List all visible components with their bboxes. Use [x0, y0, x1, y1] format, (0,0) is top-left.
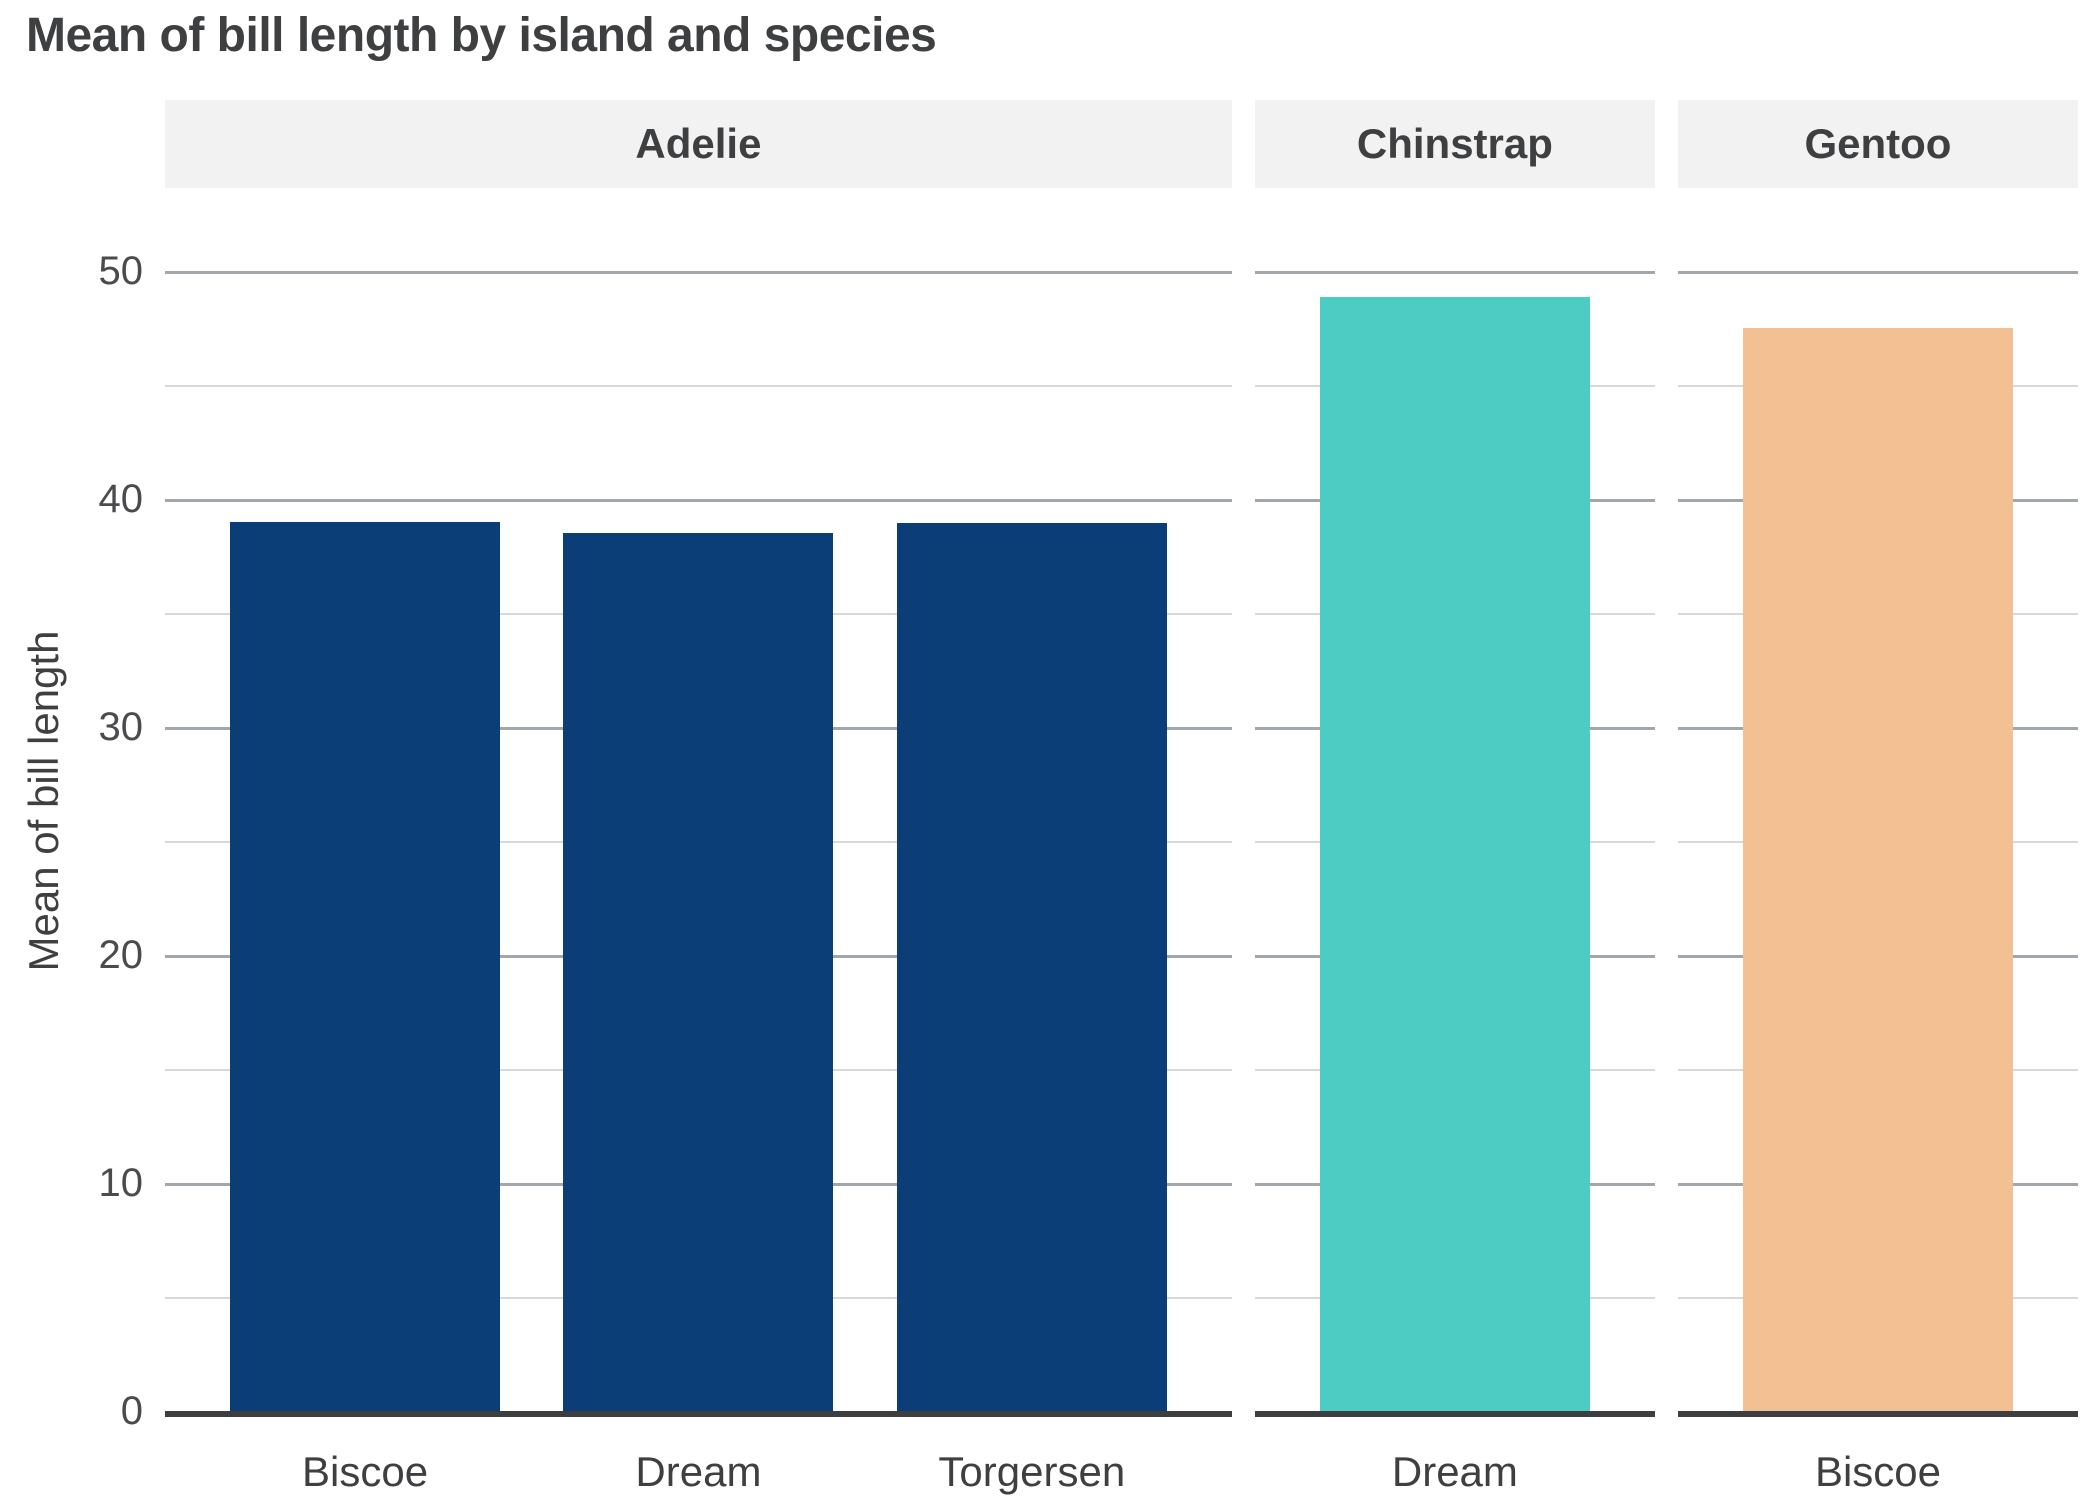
chart-title: Mean of bill length by island and specie…	[26, 9, 937, 62]
x-axis-line	[1677, 1411, 2079, 1417]
facet-strip-gentoo: Gentoo	[1677, 100, 2079, 188]
gridline-major	[165, 498, 1232, 502]
panel-row: Biscoe Dream Torgersen Dream Biscoe	[165, 193, 2079, 1493]
panel-chinstrap: Dream	[1254, 193, 1655, 1493]
bar-chinstrap-dream	[1319, 297, 1590, 1411]
bar-adelie-torgersen	[896, 522, 1167, 1411]
y-tick-label: 40	[98, 476, 144, 521]
y-axis: 0 10 20 30 40 50	[0, 193, 165, 1431]
x-axis-line	[1254, 1411, 1655, 1417]
y-tick-label: 50	[98, 248, 144, 293]
bar-gentoo-biscoe	[1742, 327, 2013, 1411]
facet-strip-chinstrap: Chinstrap	[1254, 100, 1655, 188]
bar-adelie-biscoe	[230, 521, 501, 1411]
facet-strip-adelie: Adelie	[165, 100, 1232, 188]
facet-strip-row: Adelie Chinstrap Gentoo	[165, 100, 2079, 188]
y-tick-label: 10	[98, 1160, 144, 1205]
y-tick-label: 30	[98, 704, 144, 749]
panel-adelie: Biscoe Dream Torgersen	[165, 193, 1232, 1493]
panel-gentoo: Biscoe	[1677, 193, 2079, 1493]
bar-adelie-dream	[563, 532, 834, 1411]
x-tick-label: Biscoe	[1814, 1448, 1941, 1495]
x-tick-label: Dream	[1391, 1448, 1518, 1495]
facet-strip-label: Gentoo	[1804, 120, 1952, 167]
y-tick-label: 20	[98, 932, 144, 977]
x-tick-label: Dream	[635, 1448, 762, 1495]
x-axis-line	[165, 1411, 1232, 1417]
facet-strip-label: Adelie	[635, 120, 762, 167]
gridline-major	[165, 270, 1232, 274]
gridline-major	[1677, 270, 2079, 274]
gridline-minor	[165, 384, 1232, 387]
gridline-major	[1254, 270, 1655, 274]
y-tick-label: 0	[120, 1389, 143, 1433]
x-tick-label: Biscoe	[302, 1448, 429, 1495]
facet-strip-label: Chinstrap	[1356, 120, 1553, 167]
x-tick-label: Torgersen	[938, 1448, 1126, 1495]
